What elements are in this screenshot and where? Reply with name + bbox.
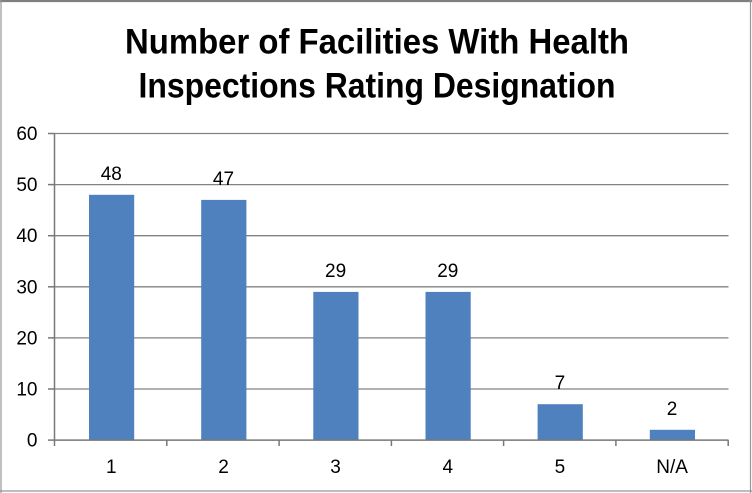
svg-text:29: 29 bbox=[325, 261, 346, 282]
svg-text:48: 48 bbox=[101, 164, 122, 185]
svg-text:29: 29 bbox=[437, 261, 458, 282]
svg-text:40: 40 bbox=[16, 226, 37, 247]
svg-text:10: 10 bbox=[16, 380, 37, 401]
svg-text:50: 50 bbox=[16, 175, 37, 196]
svg-text:30: 30 bbox=[16, 277, 37, 298]
svg-text:20: 20 bbox=[16, 328, 37, 349]
svg-text:1: 1 bbox=[106, 457, 117, 478]
svg-text:3: 3 bbox=[330, 457, 341, 478]
svg-text:2: 2 bbox=[667, 399, 678, 420]
svg-text:Inspections Rating Designation: Inspections Rating Designation bbox=[139, 66, 616, 105]
svg-text:4: 4 bbox=[443, 457, 454, 478]
svg-text:5: 5 bbox=[555, 457, 566, 478]
svg-text:2: 2 bbox=[218, 457, 229, 478]
svg-text:60: 60 bbox=[16, 124, 37, 145]
svg-text:0: 0 bbox=[27, 431, 38, 452]
svg-text:Number of Facilities With Heal: Number of Facilities With Health bbox=[125, 22, 629, 61]
svg-text:N/A: N/A bbox=[656, 457, 688, 478]
svg-text:7: 7 bbox=[555, 373, 566, 394]
svg-text:47: 47 bbox=[213, 169, 234, 190]
